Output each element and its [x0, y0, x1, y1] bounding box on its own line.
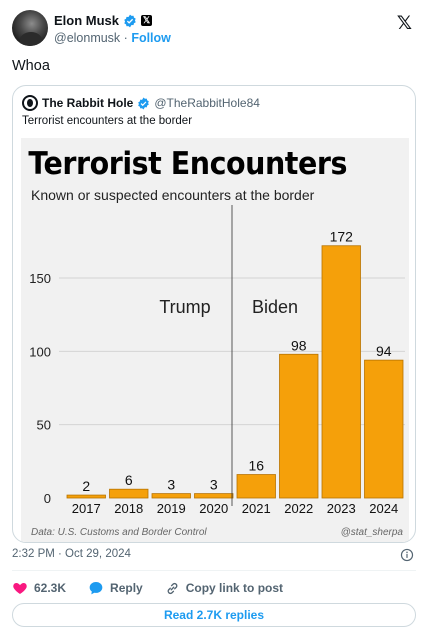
bar: [109, 488, 149, 499]
verified-badge-icon: [138, 97, 150, 109]
tweet-timestamp[interactable]: 2:32 PM · Oct 29, 2024: [12, 548, 131, 560]
author-handle[interactable]: @elonmusk: [54, 31, 121, 45]
x-tick-label: 2017: [72, 501, 101, 516]
info-icon[interactable]: [400, 548, 414, 562]
bar: [236, 474, 276, 499]
y-tick-label: 150: [29, 271, 51, 286]
data-label: 3: [167, 477, 175, 493]
x-tick-label: 2019: [157, 501, 186, 516]
quoted-name: The Rabbit Hole: [42, 96, 134, 110]
quoted-tweet[interactable]: The Rabbit Hole @TheRabbitHole84 Terrori…: [12, 85, 416, 543]
annotation-trump: Trump: [159, 297, 210, 317]
x-tick-label: 2021: [242, 501, 271, 516]
copy-link-label: Copy link to post: [185, 581, 284, 595]
reply-bubble-icon: [89, 582, 103, 595]
bar: [279, 353, 319, 499]
data-label: 3: [210, 477, 218, 493]
divider: [12, 570, 416, 571]
x-tick-label: 2023: [327, 501, 356, 516]
y-tick-label: 0: [44, 491, 51, 506]
x-affiliate-icon: 𝕏: [141, 15, 153, 26]
link-icon: [167, 582, 178, 594]
y-tick-label: 100: [29, 344, 51, 359]
x-tick-label: 2020: [199, 501, 228, 516]
bar: [194, 493, 234, 499]
separator-dot: ·: [123, 31, 132, 45]
x-tick-label: 2022: [284, 501, 313, 516]
tweet-header: Elon Musk 𝕏 @elonmusk · Follow 𝕏: [12, 10, 416, 50]
verified-badge-icon: [124, 14, 136, 27]
x-logo-icon[interactable]: 𝕏: [396, 12, 412, 34]
copy-link-button[interactable]: Copy link to post: [165, 581, 283, 596]
x-tick-label: 2024: [369, 501, 398, 516]
tweet-text: Whoa: [12, 58, 50, 74]
author-name-row: Elon Musk 𝕏: [54, 13, 153, 28]
action-bar: 62.3K Reply Copy link to post: [12, 578, 305, 598]
like-count: 62.3K: [34, 581, 67, 595]
heart-icon: [13, 583, 27, 594]
chart-title: Terrorist Encounters: [28, 146, 347, 182]
chart-subtitle: Known or suspected encounters at the bor…: [31, 187, 315, 203]
author-handle-row: @elonmusk · Follow: [54, 31, 171, 45]
bar-chart: Terrorist Encounters Known or suspected …: [28, 146, 405, 538]
quoted-handle: @TheRabbitHole84: [154, 96, 260, 110]
chart-image: Terrorist Encounters Known or suspected …: [21, 138, 409, 542]
author-avatar[interactable]: [12, 10, 48, 46]
bar: [321, 245, 361, 499]
reply-button[interactable]: Reply: [88, 580, 143, 596]
chart-source: Data: U.S. Customs and Border Control: [31, 527, 207, 538]
quoted-text: Terrorist encounters at the border: [22, 115, 193, 127]
reply-label: Reply: [110, 581, 143, 595]
data-label: 16: [248, 458, 264, 474]
data-label: 98: [291, 337, 307, 353]
annotation-biden: Biden: [252, 297, 298, 317]
follow-button[interactable]: Follow: [131, 31, 171, 45]
chart-credit: @stat_sherpa: [341, 527, 404, 538]
author-name[interactable]: Elon Musk: [54, 13, 120, 28]
bar: [151, 493, 191, 499]
y-tick-label: 50: [37, 418, 51, 433]
like-button[interactable]: 62.3K: [12, 580, 66, 596]
data-label: 6: [125, 472, 133, 488]
read-replies-button[interactable]: Read 2.7K replies: [12, 603, 416, 627]
data-label: 94: [376, 343, 392, 359]
bar: [364, 359, 404, 499]
quoted-header: The Rabbit Hole @TheRabbitHole84: [22, 95, 260, 111]
data-label: 172: [330, 229, 354, 245]
data-label: 2: [82, 478, 90, 494]
bar: [66, 494, 106, 499]
quoted-avatar: [22, 95, 38, 111]
x-tick-label: 2018: [114, 501, 143, 516]
